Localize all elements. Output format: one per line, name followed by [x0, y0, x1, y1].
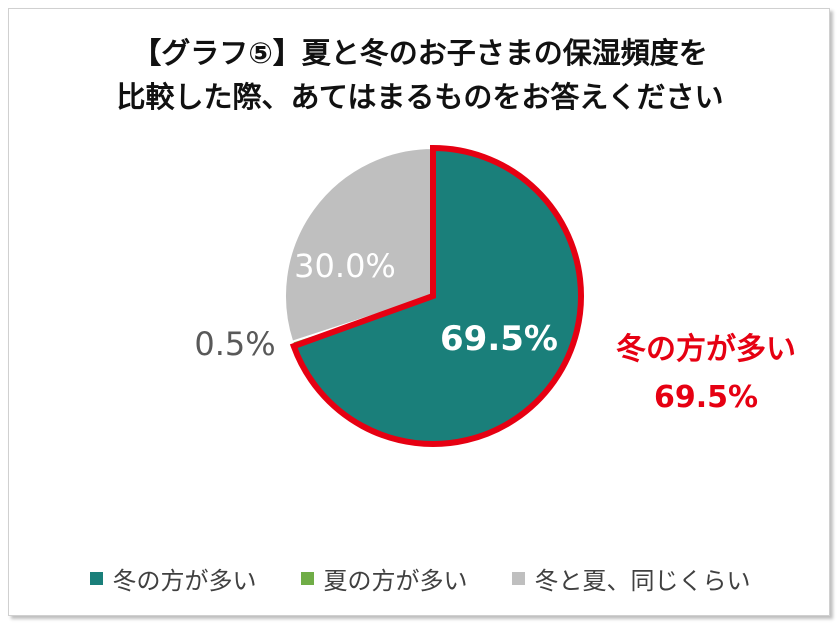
pie-slice-winter: [289, 144, 584, 447]
chart-title-line-2: 比較した際、あてはまるものをお答えください: [116, 80, 724, 114]
legend-item-winter: 冬の方が多い: [89, 561, 257, 596]
pie-slice-same: [284, 146, 434, 343]
legend-item-summer: 夏の方が多い: [300, 561, 468, 596]
callout-value-winter: 69.5%: [654, 380, 758, 415]
chart-frame: 【グラフ⑤】夏と冬のお子さまの保湿頻度を 比較した際、あてはまるものをお答えくだ…: [8, 8, 830, 616]
pie-chart: 69.5% 30.0% 0.5% 冬の方が多い 69.5%: [194, 144, 796, 447]
legend-swatch-winter: [89, 572, 103, 585]
legend-item-same: 冬と夏、同じくらい: [511, 561, 751, 596]
data-label-summer: 0.5%: [194, 325, 275, 363]
callout-name-winter: 冬の方が多い: [616, 332, 796, 367]
legend-label-winter: 冬の方が多い: [112, 567, 257, 595]
chart-title: 【グラフ⑤】夏と冬のお子さまの保湿頻度を 比較した際、あてはまるものをお答えくだ…: [9, 31, 831, 119]
legend-label-summer: 夏の方が多い: [323, 567, 468, 595]
legend: 冬の方が多い 夏の方が多い 冬と夏、同じくらい: [9, 561, 831, 596]
legend-swatch-summer: [300, 572, 314, 585]
legend-swatch-same: [511, 572, 525, 585]
legend-label-same: 冬と夏、同じくらい: [534, 567, 751, 595]
data-label-same: 30.0%: [294, 247, 396, 285]
chart-title-line-1: 【グラフ⑤】夏と冬のお子さまの保湿頻度を: [132, 36, 708, 70]
data-label-winter: 69.5%: [440, 319, 558, 359]
